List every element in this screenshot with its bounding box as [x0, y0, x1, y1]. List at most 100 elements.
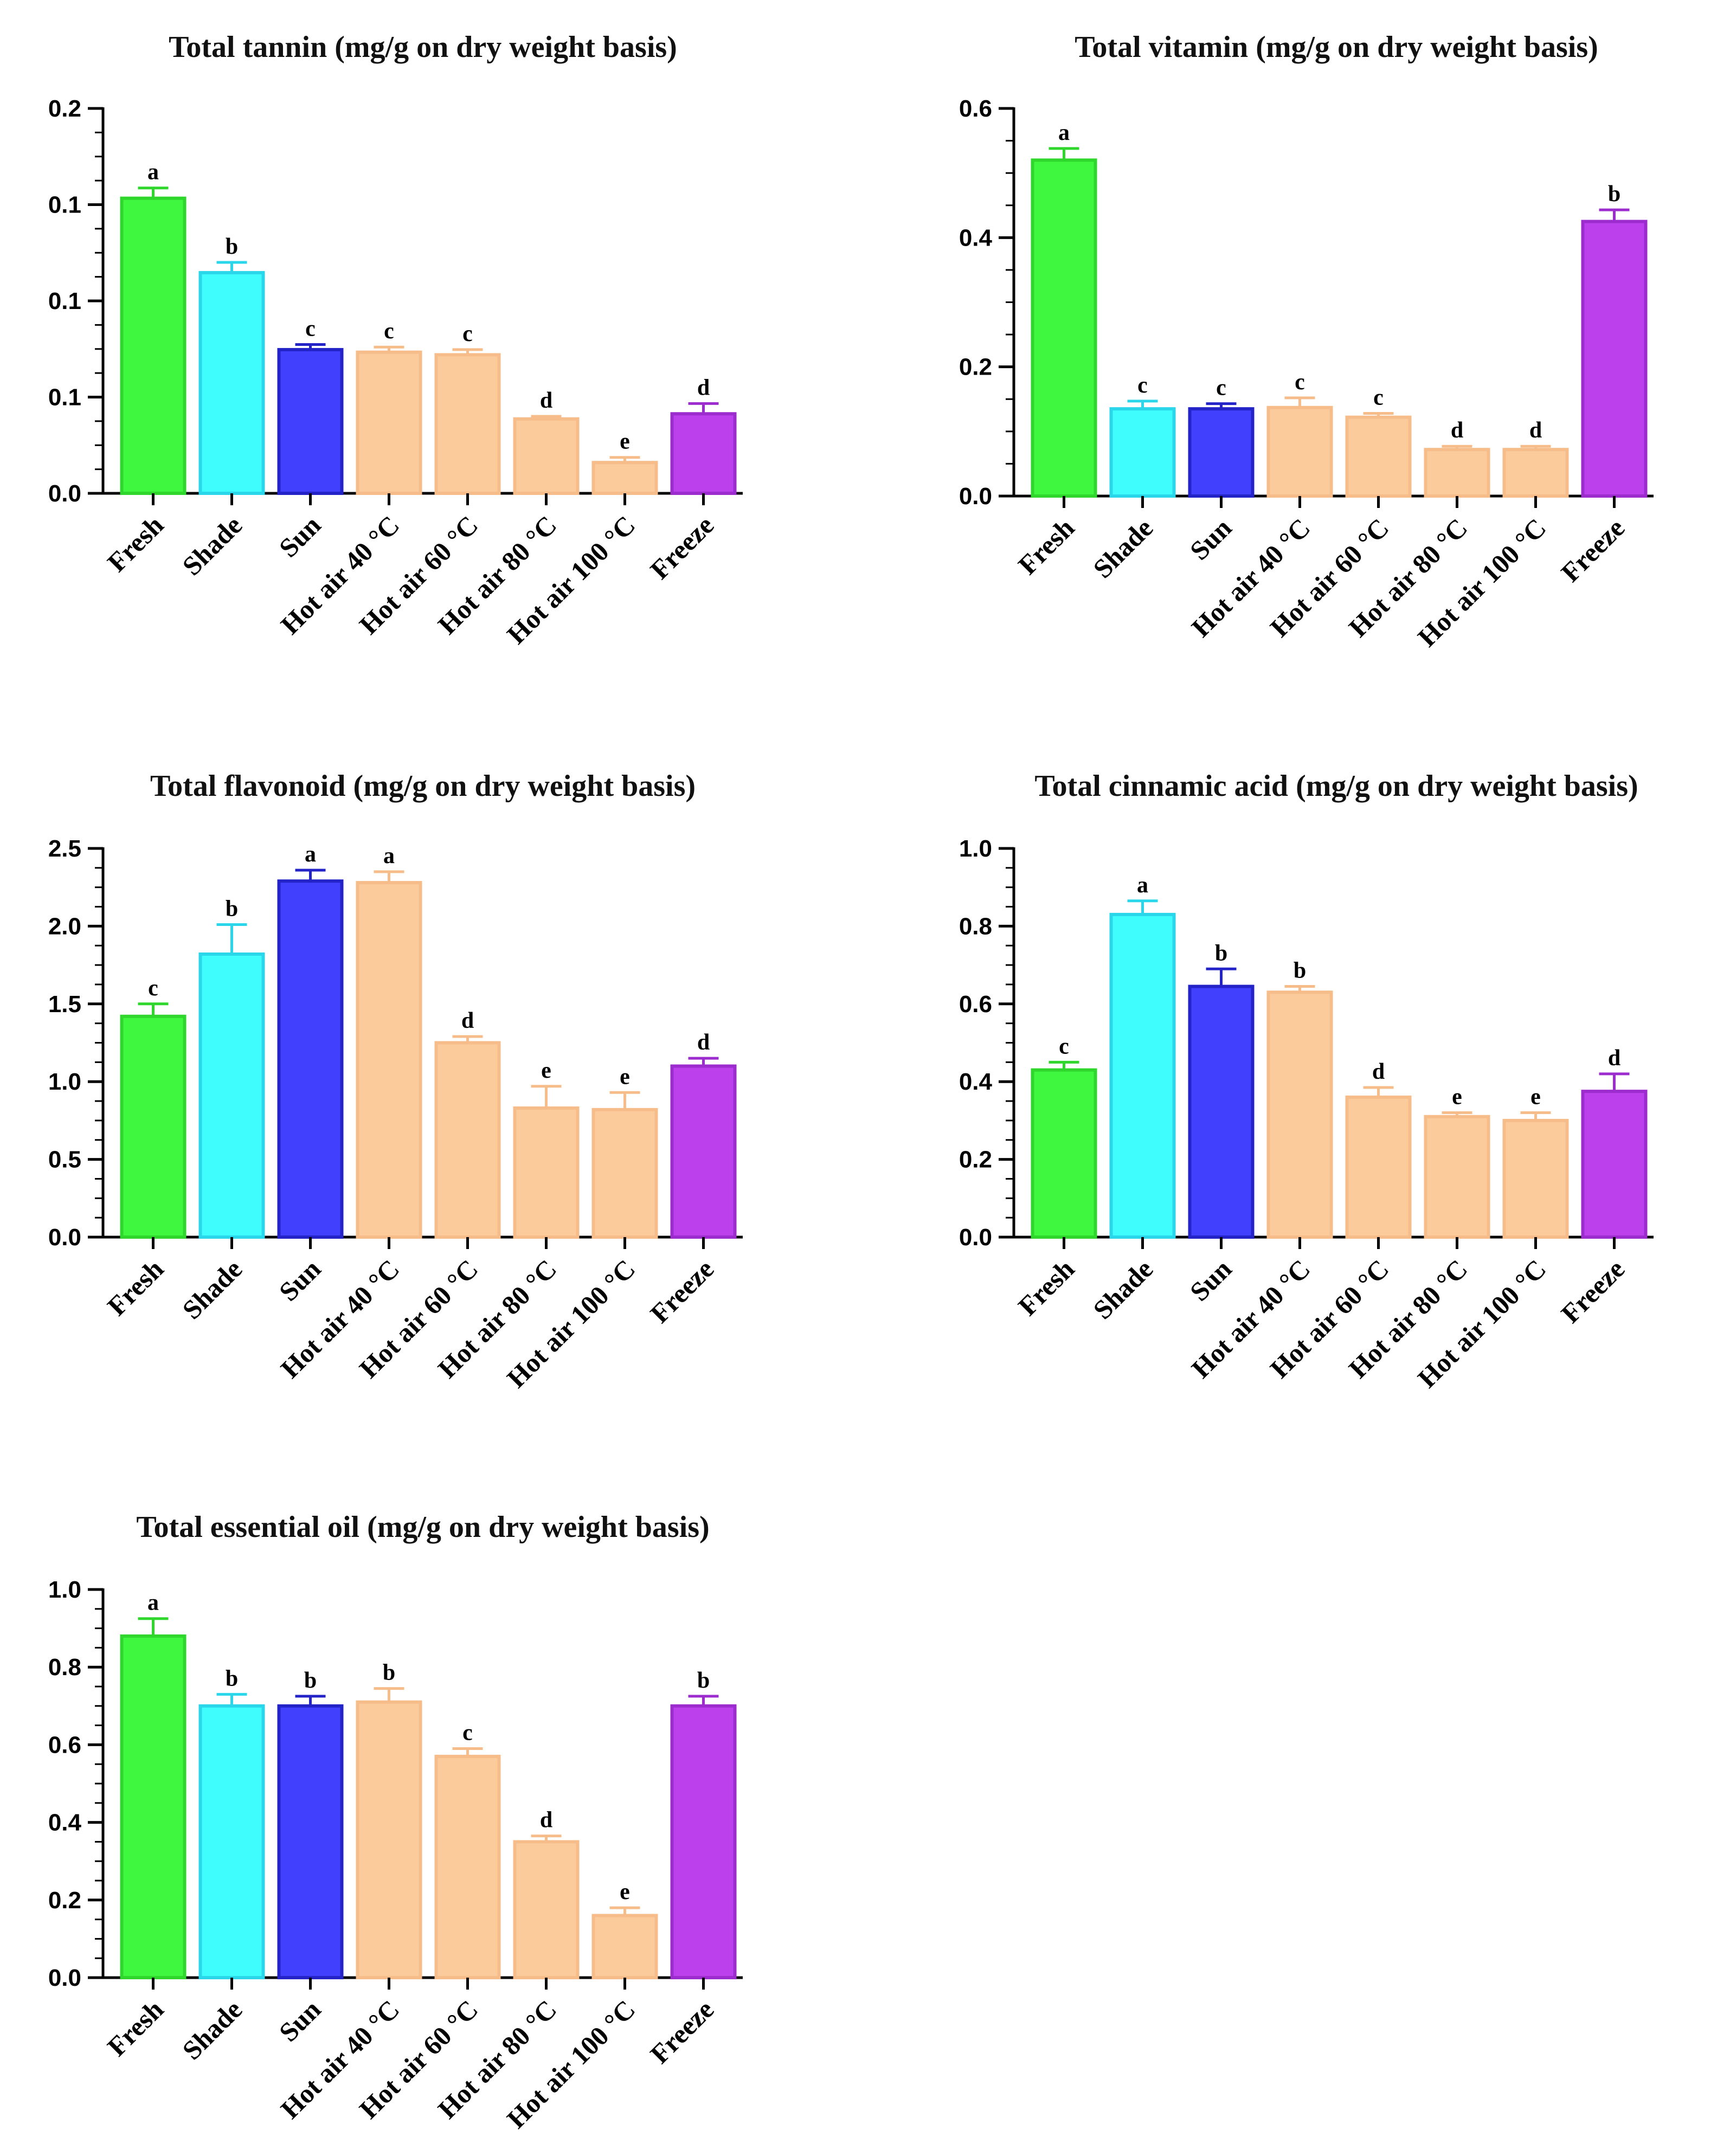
bar	[434, 1754, 501, 1979]
bar	[1109, 912, 1176, 1239]
y-tick-label: 0.0	[959, 483, 992, 510]
bar	[513, 1106, 580, 1239]
significance-letter: d	[1451, 418, 1463, 443]
x-tick-label: Shade	[176, 1253, 248, 1325]
chart-title: Total flavonoid (mg/g on dry weight basi…	[150, 769, 696, 803]
y-tick-label: 2.5	[48, 835, 81, 862]
bar	[198, 952, 265, 1239]
bar	[1424, 448, 1490, 498]
significance-letter: d	[697, 1030, 710, 1055]
chart-total-tannin: Total tannin (mg/g on dry weight basis) 0…	[48, 30, 743, 650]
y-tick-label: 0.8	[48, 1654, 81, 1681]
chart-title: Total essential oil (mg/g on dry weight …	[136, 1510, 709, 1544]
significance-letter: e	[541, 1058, 551, 1083]
y-tick-label: 0.2	[959, 354, 992, 381]
bar	[1031, 158, 1097, 498]
significance-letter: b	[383, 1661, 395, 1685]
bar	[1581, 220, 1648, 498]
x-tick-label: Shade	[1087, 1253, 1159, 1325]
x-tick-label: Fresh	[101, 1994, 169, 2062]
bar	[1109, 407, 1176, 498]
bar	[670, 1704, 737, 1980]
y-tick-label: 0.8	[959, 913, 992, 939]
bar	[120, 1634, 186, 1979]
bar	[1031, 1068, 1097, 1239]
significance-letter: c	[148, 976, 158, 1001]
x-tick-label: Shade	[1087, 512, 1159, 584]
y-tick-label: 1.0	[48, 1576, 81, 1603]
x-tick-label: Freeze	[1555, 512, 1630, 588]
bar	[513, 1840, 580, 1979]
y-tick-label: 0.6	[48, 1732, 81, 1758]
significance-letter: d	[540, 1808, 552, 1833]
bar	[1502, 448, 1569, 498]
significance-letter: e	[620, 429, 630, 454]
bar	[670, 412, 737, 495]
x-tick-label: Shade	[176, 1994, 248, 2065]
bar	[120, 196, 186, 495]
y-tick-label: 0.5	[48, 1147, 81, 1173]
significance-letter: d	[697, 375, 710, 400]
x-tick-label: Fresh	[101, 510, 169, 577]
significance-letter: e	[620, 1880, 630, 1904]
x-tick-label: Fresh	[1012, 512, 1080, 580]
x-tick-label: Freeze	[1555, 1253, 1630, 1329]
significance-letter: b	[1608, 182, 1620, 207]
significance-letter: c	[1137, 373, 1148, 398]
bar	[356, 350, 422, 495]
significance-letter: b	[226, 1666, 238, 1691]
bar	[670, 1064, 737, 1239]
significance-letter: e	[620, 1064, 630, 1089]
significance-letter: b	[697, 1668, 710, 1693]
x-tick-label: Sun	[1184, 1253, 1238, 1307]
significance-letter: a	[305, 842, 316, 867]
bar	[356, 1700, 422, 1979]
significance-letter: c	[305, 316, 316, 341]
x-tick-label: Freeze	[644, 1253, 719, 1329]
bar	[513, 417, 580, 495]
y-tick-label: 0.2	[959, 1147, 992, 1173]
significance-letter: e	[1452, 1085, 1462, 1110]
y-tick-label: 2.0	[48, 913, 81, 939]
significance-letter: d	[461, 1008, 474, 1033]
bar	[1502, 1118, 1569, 1239]
bar	[1345, 415, 1412, 498]
bar	[1188, 984, 1255, 1239]
significance-letter: d	[1372, 1059, 1385, 1084]
significance-letter: c	[462, 321, 473, 346]
x-tick-label: Sun	[1184, 512, 1238, 566]
y-tick-label: 0.0	[48, 480, 81, 507]
y-tick-label: 0.4	[48, 1810, 82, 1836]
significance-letter: c	[1295, 370, 1305, 395]
significance-letter: c	[1373, 385, 1384, 410]
x-tick-label: Fresh	[1012, 1253, 1080, 1321]
significance-letter: c	[1216, 376, 1226, 401]
significance-letter: b	[226, 234, 238, 259]
y-tick-label: 0.2	[48, 1887, 81, 1914]
significance-letter: b	[1294, 958, 1306, 983]
x-tick-label: Freeze	[644, 510, 719, 585]
bar	[1345, 1095, 1412, 1239]
significance-letter: b	[304, 1668, 317, 1693]
bar	[1266, 990, 1333, 1239]
bar	[434, 1041, 501, 1239]
chart-total-cinnamic-acid: Total cinnamic acid (mg/g on dry weight …	[959, 769, 1654, 1394]
significance-letter: d	[540, 388, 552, 413]
y-tick-label: 1.5	[48, 991, 81, 1018]
y-tick-label: 1.0	[959, 835, 992, 862]
bar	[198, 1704, 265, 1980]
bar	[1266, 406, 1333, 498]
y-tick-label: 0.1	[48, 288, 81, 314]
bar	[1188, 407, 1255, 498]
y-tick-label: 0.6	[959, 991, 992, 1018]
x-tick-label: Fresh	[101, 1253, 169, 1321]
chart-total-flavonoid: Total flavonoid (mg/g on dry weight basi…	[48, 769, 743, 1394]
significance-letter: a	[1058, 120, 1070, 145]
significance-letter: d	[1608, 1046, 1620, 1071]
significance-letter: a	[383, 844, 395, 868]
significance-letter: a	[147, 1591, 159, 1616]
significance-letter: a	[1137, 873, 1148, 898]
significance-letter: c	[462, 1721, 473, 1746]
significance-letter: c	[1059, 1034, 1069, 1059]
